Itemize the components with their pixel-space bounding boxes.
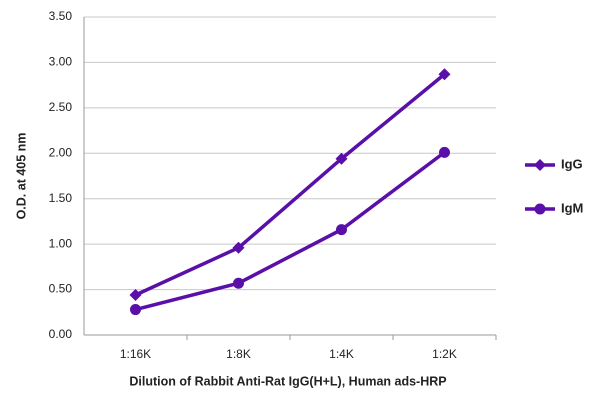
x-axis-title: Dilution of Rabbit Anti-Rat IgG(H+L), Hu… <box>129 374 446 388</box>
x-tick-label: 1:4K <box>329 347 354 361</box>
x-tick-label: 1:2K <box>432 347 457 361</box>
legend-marker <box>534 159 546 171</box>
data-point <box>438 68 451 81</box>
legend-label: IgM <box>561 200 583 215</box>
legend-marker <box>534 203 546 215</box>
y-tick-label: 1.50 <box>49 191 73 205</box>
y-tick-label: 3.50 <box>49 9 73 23</box>
data-point <box>335 152 348 165</box>
y-tick-label: 2.00 <box>49 145 73 159</box>
y-tick-label: 0.00 <box>49 327 73 341</box>
y-tick-label: 1.00 <box>49 236 73 250</box>
data-point <box>232 241 245 254</box>
series-line <box>135 150 446 312</box>
x-tick-label: 1:16K <box>120 347 151 361</box>
y-tick-label: 0.50 <box>49 282 73 296</box>
data-point <box>130 304 141 316</box>
y-tick-label: 2.50 <box>49 100 73 114</box>
x-tick-label: 1:8K <box>226 347 251 361</box>
y-axis-title: O.D. at 405 nm <box>14 133 28 220</box>
data-point <box>439 146 450 158</box>
data-point <box>336 224 347 236</box>
series-line <box>134 72 446 297</box>
data-point <box>233 277 244 289</box>
legend-label: IgG <box>561 156 583 171</box>
y-tick-label: 3.00 <box>49 55 73 69</box>
data-point <box>129 289 142 302</box>
